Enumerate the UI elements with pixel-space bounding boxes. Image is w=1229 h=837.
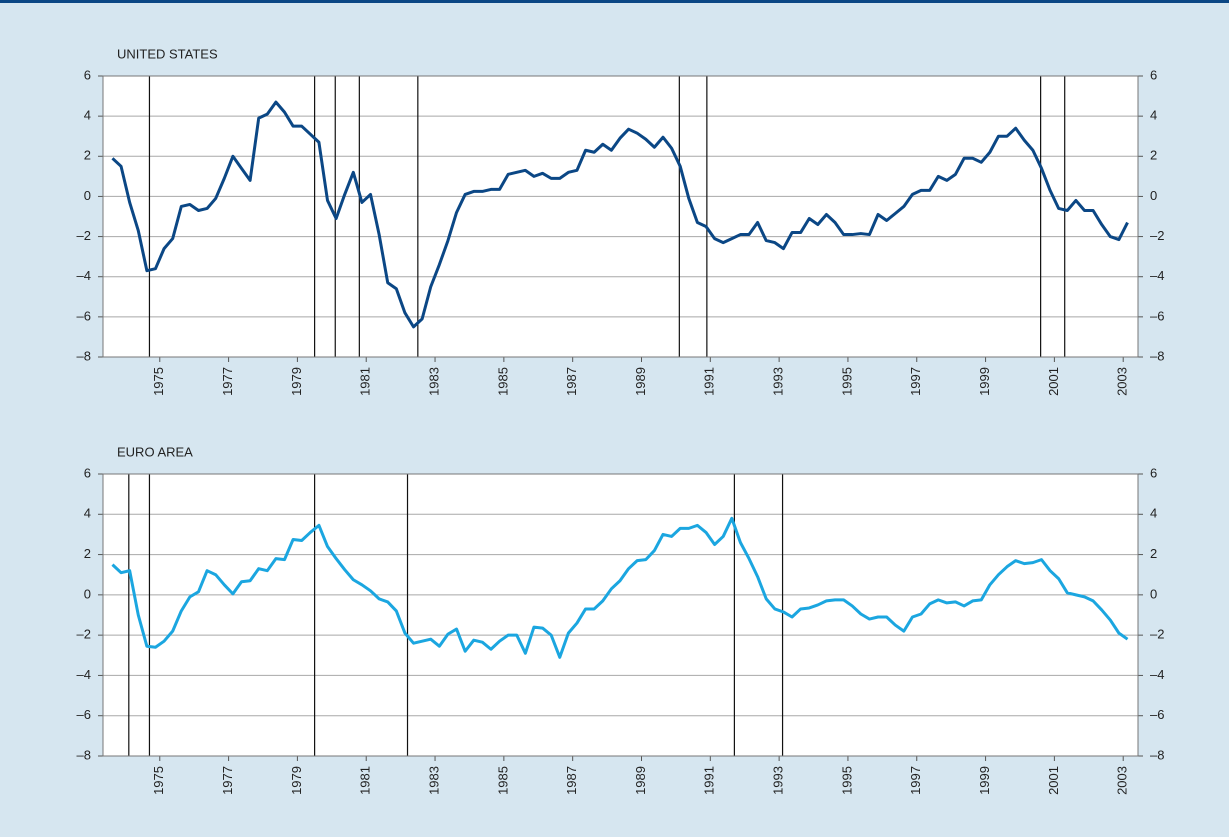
x-tick-label: 1993 bbox=[771, 367, 786, 396]
top-border bbox=[0, 0, 1229, 3]
y-tick-label: 2 bbox=[84, 546, 91, 561]
y2-tick-label: –2 bbox=[1150, 627, 1164, 642]
y-tick-label: –4 bbox=[77, 667, 91, 682]
plot-area bbox=[103, 76, 1138, 357]
y-tick-label: –2 bbox=[77, 627, 91, 642]
x-tick-label: 2003 bbox=[1115, 367, 1130, 396]
x-tick-label: 1993 bbox=[771, 766, 786, 795]
y2-tick-label: 6 bbox=[1150, 67, 1157, 82]
plot-border bbox=[102, 473, 1139, 757]
x-tick-label: 1983 bbox=[426, 367, 441, 396]
x-tick-label: 1999 bbox=[977, 766, 992, 795]
data-line bbox=[111, 516, 1129, 659]
y-tick-label: –8 bbox=[77, 747, 91, 762]
chart-title: EURO AREA bbox=[117, 444, 193, 459]
x-tick-label: 1995 bbox=[839, 766, 854, 795]
x-tick-label: 1981 bbox=[358, 367, 373, 396]
x-tick-label: 1977 bbox=[220, 766, 235, 795]
plot-area bbox=[103, 474, 1138, 756]
chart-title: UNITED STATES bbox=[117, 46, 218, 61]
y2-tick-label: –6 bbox=[1150, 707, 1164, 722]
x-tick-label: 1977 bbox=[220, 367, 235, 396]
x-tick-label: 2001 bbox=[1046, 766, 1061, 795]
x-tick-label: 2003 bbox=[1115, 766, 1130, 795]
y-tick-label: –8 bbox=[77, 348, 91, 363]
y2-tick-label: –2 bbox=[1150, 228, 1164, 243]
y-tick-label: 0 bbox=[84, 586, 91, 601]
x-tick-label: 1981 bbox=[358, 766, 373, 795]
x-tick-label: 1989 bbox=[633, 367, 648, 396]
x-tick-label: 1979 bbox=[289, 766, 304, 795]
x-tick-label: 1985 bbox=[495, 367, 510, 396]
y-tick-label: 6 bbox=[84, 465, 91, 480]
y2-tick-label: –6 bbox=[1150, 308, 1164, 323]
x-tick-label: 1997 bbox=[908, 766, 923, 795]
y2-tick-label: –8 bbox=[1150, 747, 1164, 762]
y2-tick-label: 2 bbox=[1150, 148, 1157, 163]
x-tick-label: 1975 bbox=[151, 367, 166, 396]
y2-tick-label: 4 bbox=[1150, 108, 1157, 123]
x-tick-label: 1987 bbox=[564, 766, 579, 795]
y-tick-label: 0 bbox=[84, 188, 91, 203]
y-tick-label: –2 bbox=[77, 228, 91, 243]
x-tick-label: 1979 bbox=[289, 367, 304, 396]
plot-border bbox=[102, 75, 1139, 358]
y-tick-label: –6 bbox=[77, 707, 91, 722]
x-tick-label: 1987 bbox=[564, 367, 579, 396]
y-tick-label: –6 bbox=[77, 308, 91, 323]
x-tick-label: 1989 bbox=[633, 766, 648, 795]
y2-tick-label: –4 bbox=[1150, 667, 1164, 682]
y-tick-label: 4 bbox=[84, 108, 91, 123]
x-tick-label: 1999 bbox=[977, 367, 992, 396]
y2-tick-label: 4 bbox=[1150, 506, 1157, 521]
y2-tick-label: –4 bbox=[1150, 268, 1164, 283]
y-tick-label: 2 bbox=[84, 148, 91, 163]
y2-tick-label: 0 bbox=[1150, 586, 1157, 601]
x-tick-label: 2001 bbox=[1046, 367, 1061, 396]
y-tick-label: 6 bbox=[84, 67, 91, 82]
y-tick-label: –4 bbox=[77, 268, 91, 283]
data-line bbox=[111, 100, 1129, 329]
y2-tick-label: 0 bbox=[1150, 188, 1157, 203]
x-tick-label: 1985 bbox=[495, 766, 510, 795]
x-tick-label: 1997 bbox=[908, 367, 923, 396]
y2-tick-label: –8 bbox=[1150, 348, 1164, 363]
y2-tick-label: 2 bbox=[1150, 546, 1157, 561]
x-tick-label: 1983 bbox=[426, 766, 441, 795]
x-tick-label: 1991 bbox=[702, 367, 717, 396]
x-tick-label: 1975 bbox=[151, 766, 166, 795]
y-tick-label: 4 bbox=[84, 506, 91, 521]
x-tick-label: 1995 bbox=[839, 367, 854, 396]
y2-tick-label: 6 bbox=[1150, 465, 1157, 480]
x-tick-label: 1991 bbox=[702, 766, 717, 795]
